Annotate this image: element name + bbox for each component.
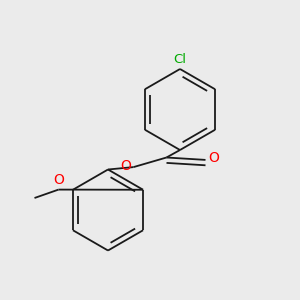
Text: Cl: Cl: [173, 53, 187, 66]
Text: O: O: [53, 173, 64, 187]
Text: O: O: [208, 152, 219, 165]
Text: O: O: [120, 159, 131, 172]
